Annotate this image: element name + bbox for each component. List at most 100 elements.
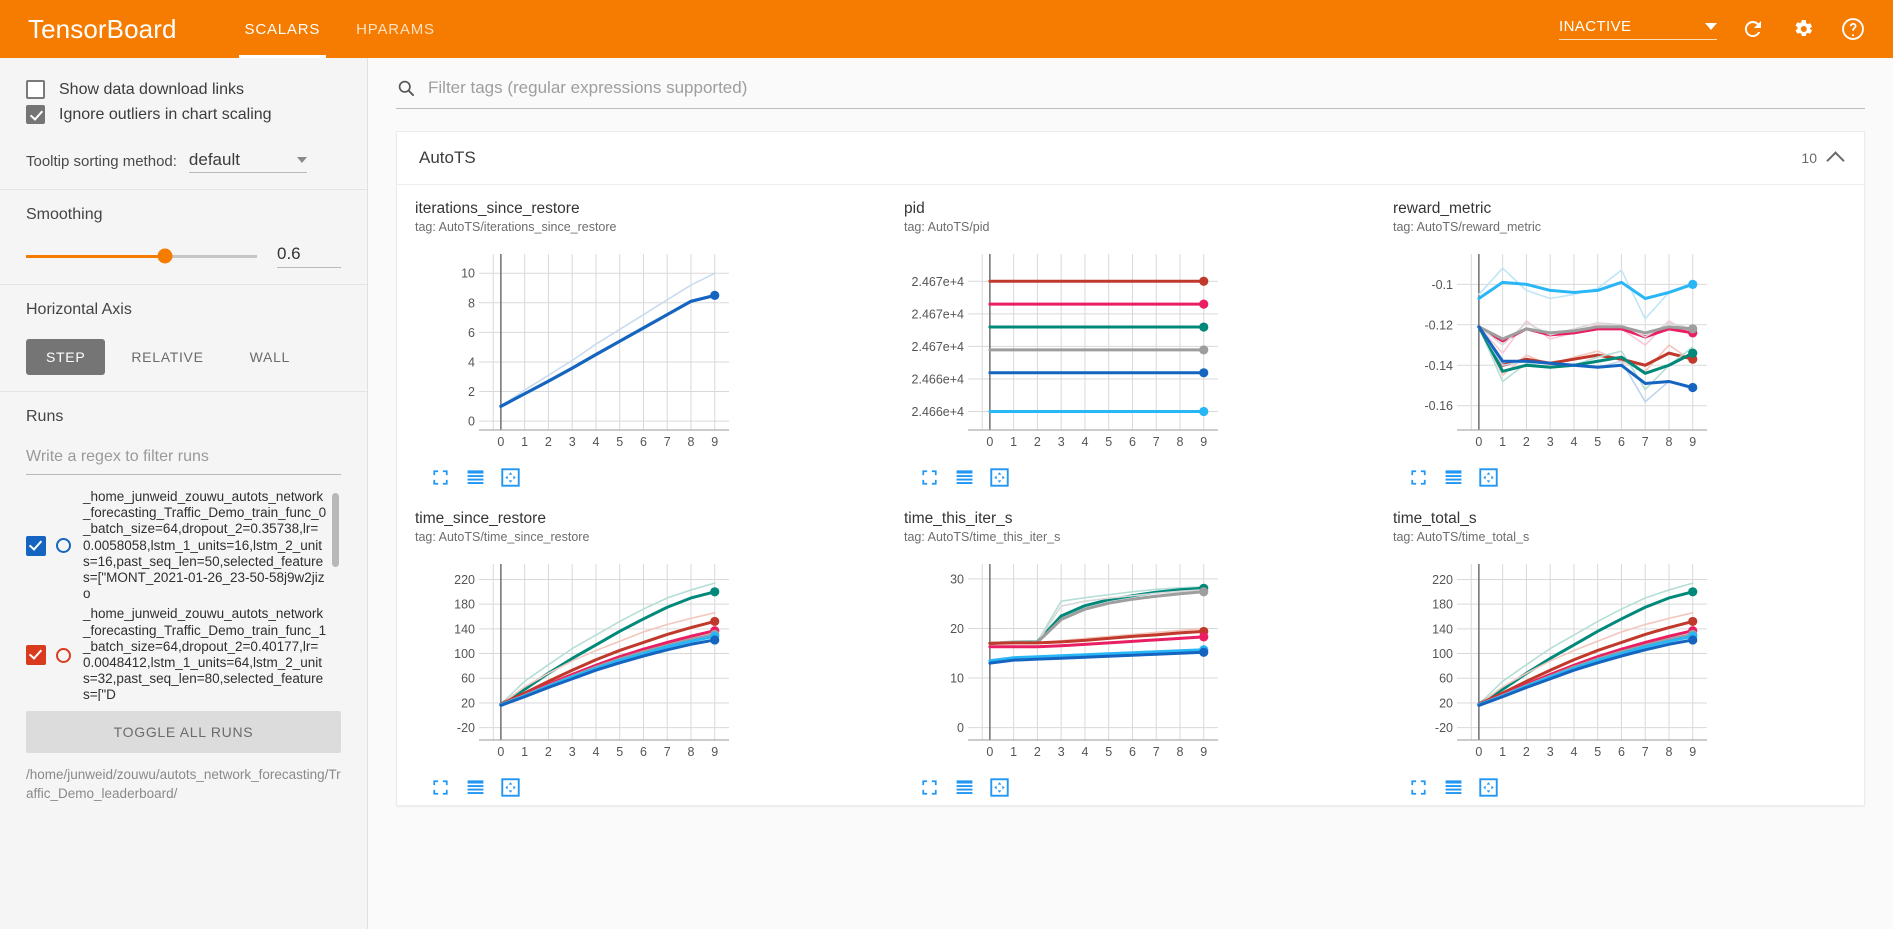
show-download-links-checkbox[interactable] [26,80,45,99]
tag-filter-input[interactable]: Filter tags (regular expressions support… [428,78,748,97]
chart-tag: tag: AutoTS/pid [904,220,990,234]
svg-text:2: 2 [1523,745,1530,759]
svg-text:60: 60 [461,672,475,686]
header-actions: INACTIVE [1559,15,1893,43]
list-item[interactable]: _home_junweid_zouwu_autots_network_forec… [26,489,327,602]
expand-icon[interactable] [920,778,939,797]
tooltip-sorting-value: default [188,150,240,169]
chevron-up-icon[interactable] [1826,151,1845,170]
svg-text:2: 2 [545,745,552,759]
gear-icon[interactable] [1789,15,1817,43]
svg-text:4: 4 [1570,435,1577,449]
run-label: _home_junweid_zouwu_autots_network_forec… [83,606,327,701]
svg-text:7: 7 [1642,745,1649,759]
tooltip-sorting-label: Tooltip sorting method: [26,153,177,170]
chart-title: iterations_since_restore [415,200,580,217]
svg-text:1: 1 [1010,435,1017,449]
tooltip-sorting-row: Tooltip sorting method: default [26,150,341,173]
list-item[interactable]: _home_junweid_zouwu_autots_network_forec… [26,606,327,701]
svg-text:4: 4 [468,355,475,369]
chart-plot[interactable]: 2.467e+4 2.467e+4 2.467e+4 2.466e+4 2.466e+4… [904,242,1357,462]
fit-domain-icon[interactable] [501,468,520,487]
log-scale-icon[interactable] [466,468,485,487]
svg-text:180: 180 [454,598,475,612]
runs-scrollbar[interactable] [332,493,339,567]
log-scale-icon[interactable] [1444,778,1463,797]
help-icon[interactable] [1839,15,1867,43]
run-checkbox[interactable] [26,535,46,556]
svg-text:-20: -20 [457,721,475,735]
expand-icon[interactable] [920,468,939,487]
log-scale-icon[interactable] [1444,468,1463,487]
svg-text:3: 3 [1547,745,1554,759]
svg-text:9: 9 [1200,435,1207,449]
svg-text:8: 8 [1666,435,1673,449]
chart-toolbar [904,772,1357,797]
svg-text:5: 5 [1105,435,1112,449]
horizontal-axis-buttons: STEP RELATIVE WALL [26,339,341,375]
ignore-outliers-row[interactable]: Ignore outliers in chart scaling [26,105,341,124]
fit-domain-icon[interactable] [990,778,1009,797]
run-checkbox[interactable] [26,645,46,666]
chart-cell-reward-metric: reward_metric tag: AutoTS/reward_metric -0… [1375,185,1864,495]
svg-text:6: 6 [1618,745,1625,759]
chart-title: time_since_restore [415,510,546,527]
axis-option-wall[interactable]: WALL [249,349,291,365]
expand-icon[interactable] [431,468,450,487]
smoothing-slider-knob[interactable] [157,248,173,264]
ignore-outliers-checkbox[interactable] [26,105,45,124]
fit-domain-icon[interactable] [501,778,520,797]
svg-text:2: 2 [468,385,475,399]
fit-domain-icon[interactable] [1479,468,1498,487]
chart-title: time_this_iter_s [904,510,1013,527]
show-download-links-row[interactable]: Show data download links [26,80,341,99]
tab-scalars[interactable]: SCALARS [227,0,339,58]
svg-text:0: 0 [468,415,475,429]
chart-toolbar [1393,462,1846,487]
card-count: 10 [1801,150,1817,166]
expand-icon[interactable] [1409,778,1428,797]
chart-cell-time-this-iter-s: time_this_iter_s tag: AutoTS/time_this_it… [886,495,1375,805]
runs-filter-input[interactable]: Write a regex to filter runs [26,446,341,475]
svg-text:8: 8 [1177,745,1184,759]
chart-plot[interactable]: 220 180 140 100 60 20 -20 0 1 2 3 4 5 6 7 8 9 [1393,552,1846,772]
svg-text:4: 4 [592,745,599,759]
chart-cell-time-total-s: time_total_s tag: AutoTS/time_total_s 220 1… [1375,495,1864,805]
expand-icon[interactable] [431,778,450,797]
reload-status-select[interactable]: INACTIVE [1559,18,1717,40]
nav-tabs: SCALARS HPARAMS [227,0,453,58]
fit-domain-icon[interactable] [990,468,1009,487]
svg-text:100: 100 [1432,647,1453,661]
svg-text:4: 4 [592,435,599,449]
smoothing-slider[interactable] [26,248,257,264]
chart-plot[interactable]: -0.16 -0.14 -0.12 -0.1 0 1 2 3 4 5 6 7 8 9 [1393,242,1846,462]
fit-domain-icon[interactable] [1479,778,1498,797]
chart-tag: tag: AutoTS/time_this_iter_s [904,530,1061,544]
svg-text:6: 6 [640,435,647,449]
smoothing-label: Smoothing [26,206,103,223]
refresh-icon[interactable] [1739,15,1767,43]
log-scale-icon[interactable] [466,778,485,797]
svg-text:20: 20 [1439,696,1453,710]
chart-plot[interactable]: 10 8 6 4 2 0 0 1 2 3 4 5 6 7 8 9 [415,242,868,462]
chart-plot[interactable]: 30 20 10 0 0 1 2 3 4 5 6 7 8 9 [904,552,1357,772]
axis-option-relative[interactable]: RELATIVE [131,349,204,365]
svg-text:-0.14: -0.14 [1425,359,1454,373]
tooltip-sorting-select[interactable]: default [188,150,307,173]
svg-text:6: 6 [1129,435,1136,449]
axis-option-step[interactable]: STEP [26,339,106,375]
toggle-all-runs-button[interactable]: TOGGLE ALL RUNS [26,711,341,753]
log-scale-icon[interactable] [955,468,974,487]
svg-text:5: 5 [1594,435,1601,449]
svg-text:0: 0 [497,435,504,449]
svg-text:2.467e+4: 2.467e+4 [912,340,965,354]
tab-hparams[interactable]: HPARAMS [356,20,435,38]
tag-filter-bar[interactable]: Filter tags (regular expressions support… [396,78,1865,109]
svg-text:2: 2 [1523,435,1530,449]
card-header[interactable]: AutoTS 10 [397,132,1864,185]
expand-icon[interactable] [1409,468,1428,487]
chart-plot[interactable]: 220 180 140 100 60 20 -20 0 1 2 3 4 5 6 7 8 9 [415,552,868,772]
log-scale-icon[interactable] [955,778,974,797]
runs-list[interactable]: _home_junweid_zouwu_autots_network_forec… [26,489,341,701]
smoothing-value[interactable]: 0.6 [277,244,341,268]
